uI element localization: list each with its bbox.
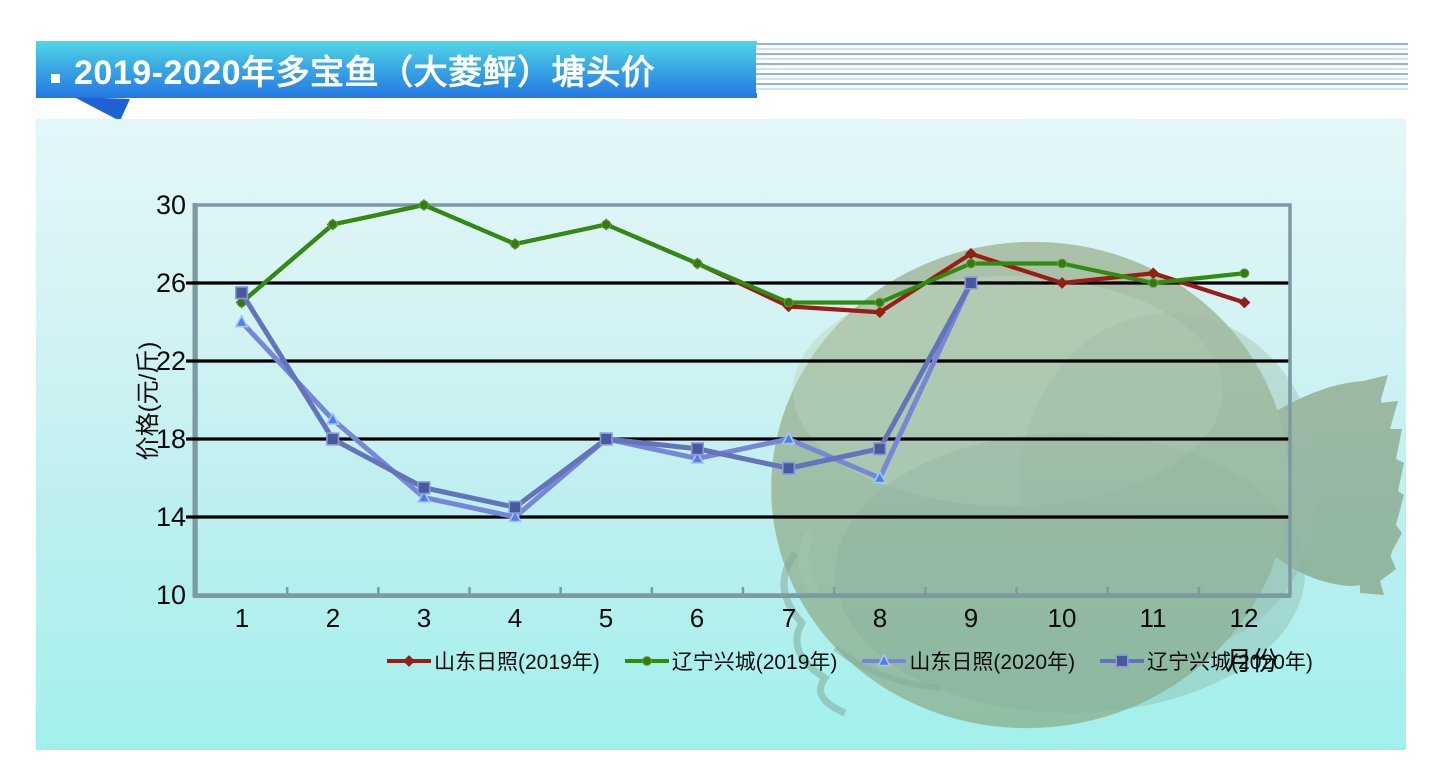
title-banner: . 2019-2020年多宝鱼（大菱鲆）塘头价 [36, 41, 757, 98]
x-tick-label: 6 [689, 603, 705, 633]
y-tick-label: 18 [155, 424, 186, 454]
y-tick-label: 22 [155, 346, 186, 376]
slate-square-line-marker-icon [1100, 654, 1145, 668]
legend-label: 辽宁兴城(2020年) [1147, 651, 1313, 674]
x-axis-title: 月份 [1226, 646, 1279, 676]
x-tick-label: 3 [416, 603, 432, 633]
chart-legend: 山东日照(2019年) 辽宁兴城(2019年) 山东日照(2020年) 辽宁兴城… [386, 646, 1313, 676]
x-tick-label: 9 [963, 603, 979, 633]
y-tick-label: 26 [155, 268, 186, 298]
legend-label: 山东日照(2020年) [909, 651, 1076, 674]
red-diamond-line-marker-icon [387, 655, 431, 667]
x-tick-label: 10 [1047, 603, 1077, 633]
x-tick-label: 8 [872, 603, 888, 633]
legend-label: 山东日照(2019年) [434, 651, 600, 674]
y-tick-label: 14 [155, 502, 186, 532]
legend-label: 辽宁兴城(2019年) [671, 651, 838, 674]
y-tick-label: 30 [155, 190, 186, 220]
x-tick-label: 1 [234, 603, 250, 633]
legend-item-liaoning-2020: 辽宁兴城(2020年) [1099, 646, 1313, 676]
turbot-fish-image [771, 241, 1404, 729]
x-tick-label: 2 [325, 603, 341, 633]
x-tick-label: 4 [507, 603, 523, 633]
x-tick-label: 7 [781, 603, 797, 633]
green-circle-line-marker-icon [624, 656, 669, 666]
page-title: 2019-2020年多宝鱼（大菱鲆）塘头价 [74, 54, 656, 92]
legend-item-shandong-2020: 山东日照(2020年) [861, 646, 1075, 676]
y-tick-label: 10 [155, 580, 186, 610]
y-axis-title: 价格(元/斤) [135, 341, 162, 461]
title-bullet: . [51, 74, 60, 83]
blue-triangle-line-marker-icon [862, 653, 907, 667]
pinstripe-decoration [756, 43, 1408, 93]
x-tick-label: 5 [598, 603, 614, 633]
x-tick-label: 11 [1139, 603, 1167, 633]
x-tick-label: 12 [1229, 603, 1259, 633]
legend-item-liaoning-2019: 辽宁兴城(2019年) [624, 646, 838, 676]
legend-item-shandong-2019: 山东日照(2019年) [386, 646, 600, 676]
